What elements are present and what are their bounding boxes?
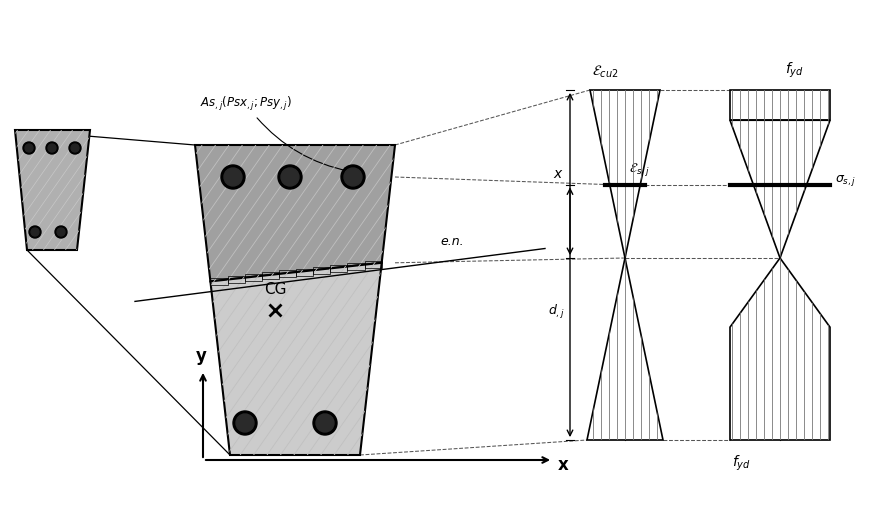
Text: $As_{,j}(Psx_{,j}; Psy_{,j})$: $As_{,j}(Psx_{,j}; Psy_{,j})$	[200, 95, 349, 173]
Bar	[228, 276, 244, 283]
Bar	[348, 263, 364, 270]
Circle shape	[57, 228, 65, 236]
Text: $\mathcal{E}_{s,j}$: $\mathcal{E}_{s,j}$	[629, 162, 649, 179]
Circle shape	[55, 226, 67, 238]
Text: y: y	[195, 347, 207, 365]
Circle shape	[25, 144, 33, 152]
Circle shape	[341, 165, 365, 189]
Circle shape	[48, 144, 56, 152]
Circle shape	[278, 165, 302, 189]
Polygon shape	[730, 90, 830, 120]
Text: $d_{,j}$: $d_{,j}$	[548, 303, 565, 321]
Bar	[262, 272, 279, 279]
Text: $f_{yd}$: $f_{yd}$	[732, 454, 751, 473]
Circle shape	[71, 144, 79, 152]
Polygon shape	[587, 258, 663, 440]
Circle shape	[69, 142, 81, 154]
Text: x: x	[558, 456, 569, 474]
Circle shape	[46, 142, 58, 154]
Circle shape	[31, 228, 39, 236]
Circle shape	[313, 411, 337, 435]
Circle shape	[316, 414, 334, 432]
Bar	[330, 265, 348, 272]
Circle shape	[224, 168, 242, 186]
Polygon shape	[15, 130, 90, 250]
Polygon shape	[590, 90, 660, 258]
Bar	[244, 274, 262, 281]
Circle shape	[23, 142, 35, 154]
Circle shape	[29, 226, 41, 238]
Bar	[210, 278, 228, 285]
Polygon shape	[195, 145, 395, 281]
Polygon shape	[730, 120, 830, 258]
Bar	[279, 270, 296, 278]
Circle shape	[281, 168, 299, 186]
Text: $\sigma_{s,j}$: $\sigma_{s,j}$	[835, 173, 857, 188]
Circle shape	[221, 165, 245, 189]
Circle shape	[344, 168, 362, 186]
Text: $\mathcal{E}_{cu2}$: $\mathcal{E}_{cu2}$	[592, 63, 618, 80]
Bar	[314, 267, 330, 274]
Text: x: x	[554, 167, 562, 181]
Text: $f_{yd}$: $f_{yd}$	[785, 61, 804, 80]
Bar	[296, 269, 314, 276]
Bar	[364, 261, 382, 268]
Circle shape	[236, 414, 254, 432]
Text: e.n.: e.n.	[440, 235, 463, 248]
Polygon shape	[730, 258, 830, 440]
Polygon shape	[210, 263, 382, 455]
Text: CG: CG	[264, 282, 286, 297]
Circle shape	[233, 411, 257, 435]
